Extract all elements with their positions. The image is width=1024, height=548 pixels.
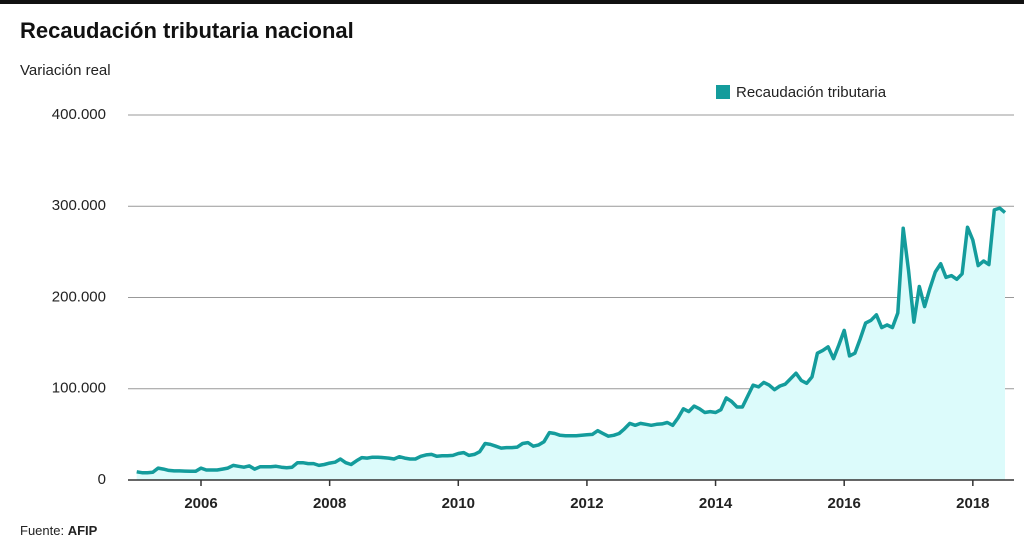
series-line [136, 206, 1007, 475]
y-tick-label: 200.000 [52, 288, 106, 305]
source: Fuente: AFIP [20, 523, 98, 538]
y-axis-label: Variación real [20, 62, 111, 79]
x-tick-label: 2006 [184, 495, 217, 512]
top-rule [0, 0, 1024, 4]
y-tick-label: 0 [98, 471, 106, 488]
x-tick-label: 2018 [956, 495, 989, 512]
area-fill [136, 208, 1005, 480]
x-tick-label: 2008 [313, 495, 346, 512]
x-tick-label: 2016 [828, 495, 861, 512]
legend-swatch [716, 85, 730, 99]
y-tick-label: 400.000 [52, 106, 106, 123]
source-name: AFIP [68, 523, 98, 538]
y-tick-label: 100.000 [52, 380, 106, 397]
y-tick-label: 300.000 [52, 197, 106, 214]
chart-title: Recaudación tributaria nacional [20, 18, 354, 43]
source-label: Fuente: [20, 523, 64, 538]
x-tick-label: 2010 [442, 495, 475, 512]
legend-label: Recaudación tributaria [736, 84, 887, 101]
x-tick-label: 2012 [570, 495, 603, 512]
x-tick-label: 2014 [699, 495, 733, 512]
